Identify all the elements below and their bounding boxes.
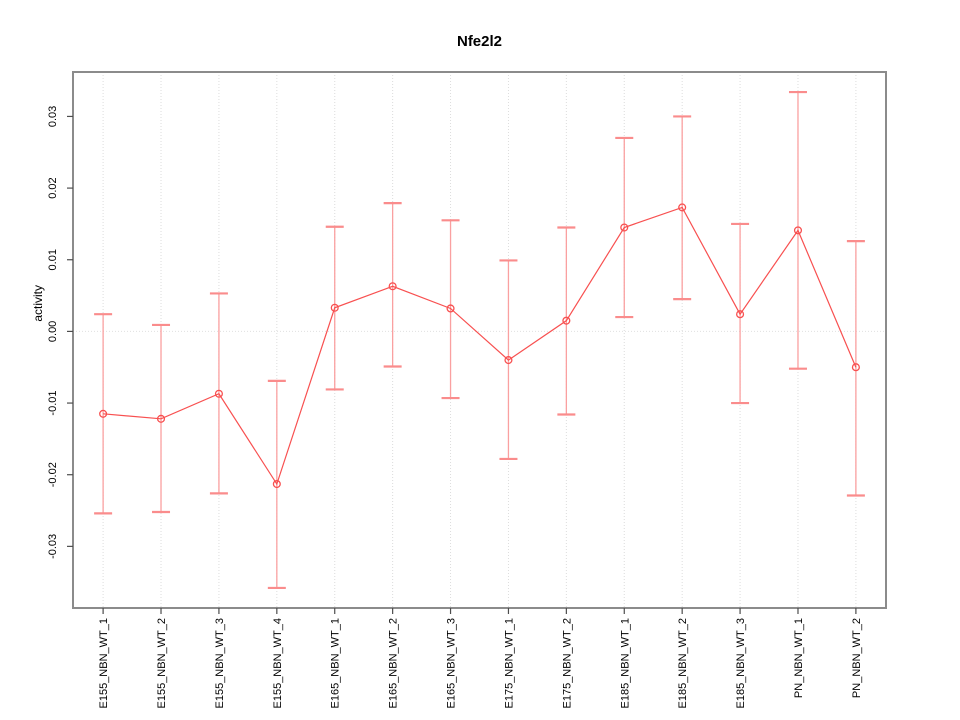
x-tick-label: PN_NBN_WT_1 <box>793 618 805 698</box>
y-tick-label: -0.01 <box>47 391 59 416</box>
x-tick-label: E175_NBN_WT_1 <box>503 618 515 709</box>
y-tick-label: -0.02 <box>47 462 59 487</box>
data-point <box>214 389 223 398</box>
data-point <box>736 310 745 319</box>
y-tick-label: 0.02 <box>47 177 59 198</box>
x-tick-label: E155_NBN_WT_3 <box>214 618 226 709</box>
x-tick-label: E165_NBN_WT_1 <box>330 618 342 709</box>
data-point <box>99 409 108 418</box>
y-tick-label: 0.00 <box>47 321 59 342</box>
data-point <box>678 203 687 212</box>
chart-title: Nfe2l2 <box>456 33 503 50</box>
data-point <box>330 303 339 312</box>
series-line <box>103 206 857 486</box>
data-point <box>272 479 281 489</box>
data-point <box>620 223 629 232</box>
x-tick-label: E175_NBN_WT_2 <box>561 618 573 709</box>
x-tick-label: E185_NBN_WT_1 <box>619 618 631 709</box>
x-tick-label: E165_NBN_WT_3 <box>446 618 458 709</box>
x-tick-label: PN_NBN_WT_2 <box>851 618 863 698</box>
data-point <box>562 316 571 325</box>
data-point <box>793 226 803 235</box>
y-tick-label: 0.01 <box>47 249 59 270</box>
data-point <box>446 304 455 313</box>
data-point <box>504 356 513 365</box>
data-point <box>388 282 397 291</box>
y-tick-label: -0.03 <box>47 534 59 559</box>
data-point <box>156 414 166 423</box>
y-tick-label: 0.03 <box>47 106 59 127</box>
data-point <box>851 363 860 372</box>
x-tick-label: E155_NBN_WT_1 <box>98 618 110 709</box>
plot-border <box>72 71 887 609</box>
x-tick-label: E165_NBN_WT_2 <box>388 618 400 709</box>
x-tick-label: E155_NBN_WT_4 <box>272 618 284 709</box>
x-tick-label: E155_NBN_WT_2 <box>156 618 168 709</box>
x-tick-label: E185_NBN_WT_2 <box>677 618 689 709</box>
x-tick-label: E185_NBN_WT_3 <box>735 618 747 709</box>
